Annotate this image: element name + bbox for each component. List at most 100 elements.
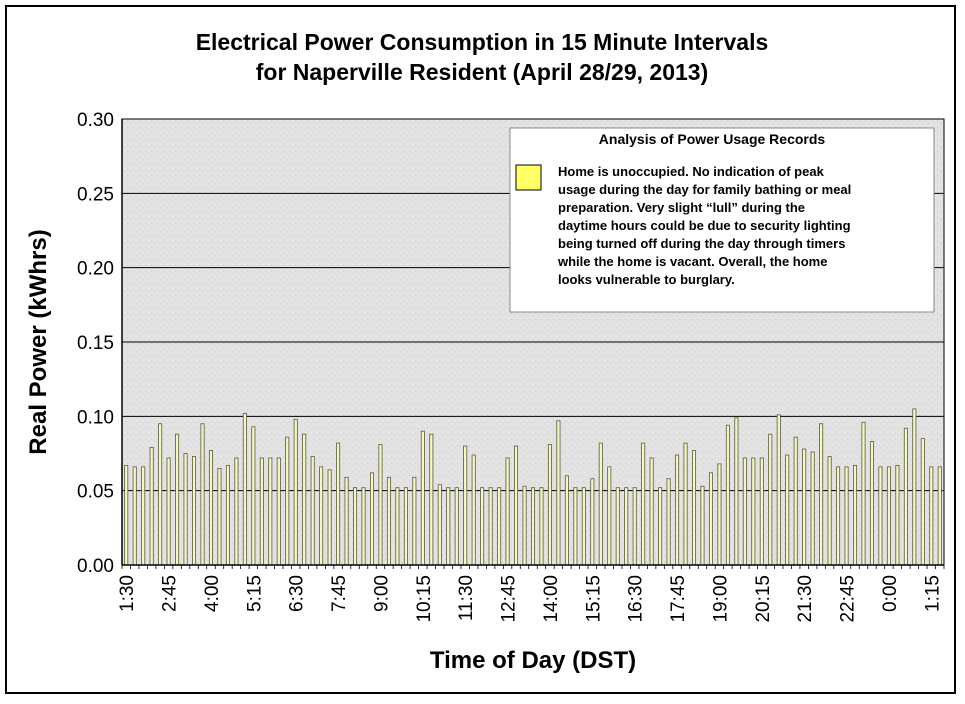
y-tick-label: 0.30	[77, 110, 114, 131]
x-tick-label: 1:15	[922, 575, 943, 612]
bar	[386, 476, 391, 566]
bar	[708, 472, 713, 566]
bar	[158, 423, 163, 566]
bar	[251, 426, 256, 566]
bar	[234, 457, 239, 566]
bar	[725, 424, 730, 566]
bar	[751, 457, 756, 566]
y-tick-label: 0.05	[77, 482, 114, 503]
bar	[505, 457, 510, 566]
bar	[141, 466, 146, 566]
bar	[734, 417, 739, 566]
bar	[903, 427, 908, 566]
bar	[810, 451, 815, 566]
bar	[861, 421, 866, 566]
bar	[293, 418, 298, 566]
bar	[480, 487, 485, 566]
legend-text-line: usage during the day for family bathing …	[558, 182, 851, 197]
bar	[353, 487, 358, 566]
bar	[437, 484, 442, 566]
bar	[649, 457, 654, 566]
bar	[573, 487, 578, 566]
bar	[268, 457, 273, 566]
legend-text-line: being turned off during the day through …	[558, 236, 845, 251]
bar	[853, 464, 858, 566]
x-tick-label: 7:45	[329, 575, 350, 612]
x-tick-label: 16:30	[626, 575, 647, 623]
bar	[683, 442, 688, 566]
bar	[412, 476, 417, 566]
bar	[624, 487, 629, 566]
bar	[166, 457, 171, 566]
bar	[632, 487, 637, 566]
bar	[895, 464, 900, 566]
x-tick-label: 11:30	[456, 575, 477, 621]
bar	[446, 487, 451, 566]
x-tick-label: 4:00	[202, 575, 223, 612]
bar	[937, 466, 942, 566]
bar	[497, 487, 502, 566]
x-tick-label: 5:15	[244, 575, 265, 612]
bar	[615, 487, 620, 566]
bar	[844, 466, 849, 566]
bar	[886, 466, 891, 566]
x-tick-label: 21:30	[795, 575, 816, 623]
bar	[302, 433, 307, 566]
bar	[556, 420, 561, 566]
bar	[454, 487, 459, 566]
x-tick-label: 2:45	[160, 575, 181, 612]
bar	[675, 454, 680, 566]
bar	[530, 487, 536, 566]
bar	[225, 464, 230, 566]
bar	[276, 457, 281, 566]
bar	[717, 463, 722, 566]
chart-title-line1: Electrical Power Consumption in 15 Minut…	[196, 29, 769, 55]
y-axis-title: Real Power (kWhrs)	[25, 229, 52, 454]
bar	[327, 469, 332, 566]
x-tick-label: 15:15	[583, 575, 604, 623]
bar	[547, 444, 552, 566]
bar	[793, 436, 798, 566]
x-tick-label: 22:45	[838, 575, 859, 623]
x-tick-label: 17:45	[668, 575, 689, 623]
bar	[785, 454, 790, 566]
bar	[836, 466, 841, 566]
bar	[361, 487, 366, 566]
legend-box	[509, 127, 935, 313]
bar	[819, 423, 824, 566]
x-tick-label: 1:30	[117, 575, 138, 612]
bar	[395, 487, 400, 566]
bar	[539, 487, 544, 566]
bar	[658, 487, 663, 566]
x-tick-label: 0:00	[880, 575, 901, 612]
x-tick-label: 14:00	[541, 575, 562, 623]
legend-text-line: looks vulnerable to burglary.	[558, 272, 735, 287]
bar	[319, 466, 324, 566]
bar	[768, 433, 773, 566]
bar	[514, 445, 519, 566]
x-tick-label: 9:00	[371, 575, 392, 612]
legend-text-line: daytime hours could be due to security l…	[558, 218, 851, 233]
x-tick-label: 20:15	[753, 575, 774, 623]
bar	[310, 456, 315, 566]
bar	[369, 472, 375, 566]
bar	[463, 445, 468, 566]
bar	[336, 442, 341, 566]
chart-title-line2: for Naperville Resident (April 28/29, 20…	[256, 59, 709, 85]
bar	[920, 438, 925, 566]
x-tick-label: 6:30	[287, 575, 308, 612]
bar	[344, 476, 349, 566]
y-tick-label: 0.10	[77, 407, 114, 428]
bar	[149, 447, 154, 566]
bar	[192, 456, 197, 566]
bar	[692, 450, 697, 566]
bar	[776, 414, 781, 566]
x-tick-labels: 1:30 2:45 4:00 5:15 6:30 7:45 9:00 10:15 11:30 12…	[117, 575, 943, 623]
bar	[759, 457, 764, 566]
legend-text-line: preparation. Very slight “lull” during t…	[558, 200, 805, 215]
bar	[607, 466, 612, 566]
bar	[666, 478, 671, 566]
bar	[802, 448, 807, 566]
bar	[929, 466, 934, 566]
